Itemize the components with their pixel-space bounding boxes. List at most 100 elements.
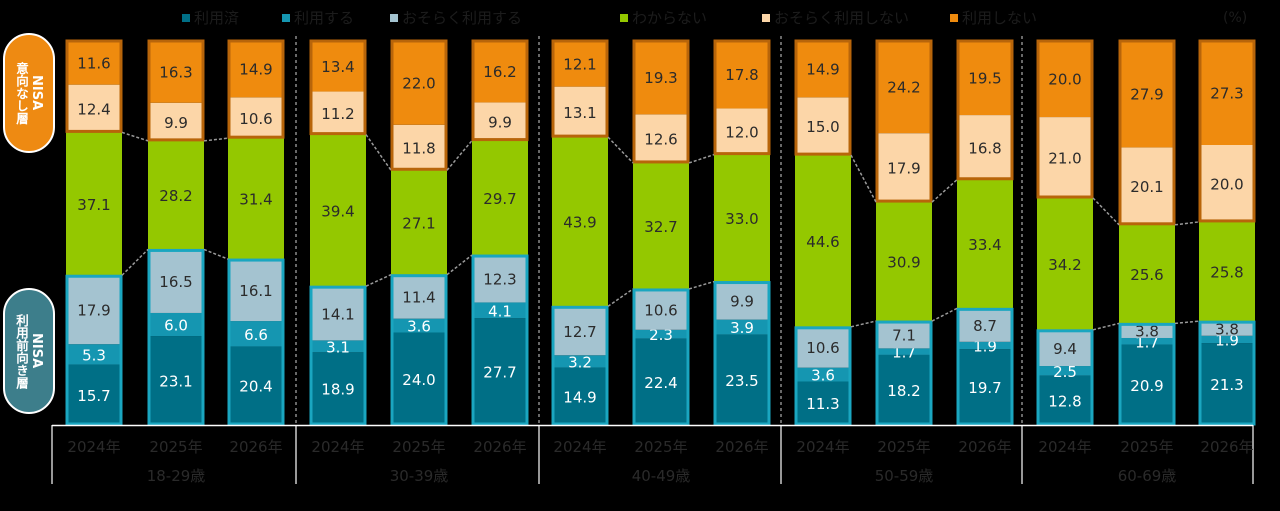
bar-segment-will_use (1119, 337, 1175, 345)
bar-segment-unknown (228, 138, 284, 260)
connector-line-no-intent (203, 137, 229, 142)
data-label: 3.8 (1135, 323, 1159, 341)
bar-segment-maybe_not (1119, 147, 1175, 225)
bar-segment-maybe_not (876, 133, 932, 203)
positive-group-outline (390, 274, 448, 426)
data-label: 12.6 (644, 131, 677, 149)
x-tick-label-year: 2025年 (877, 438, 931, 456)
bar-segment-used (66, 364, 122, 425)
data-label: 16.8 (968, 139, 1001, 157)
x-tick-label-year: 2025年 (392, 438, 446, 456)
data-label: 16.3 (159, 63, 192, 81)
connector-line-no-intent (1174, 221, 1200, 226)
no-intent-group-outline (551, 39, 609, 138)
bar-segment-will_use (714, 319, 770, 335)
bar-segment-maybe_use (1119, 323, 1175, 338)
bar-segment-maybe_not (228, 97, 284, 139)
data-label: 33.4 (968, 236, 1001, 254)
data-label: 20.4 (239, 378, 272, 396)
positive-group-outline (875, 320, 933, 426)
bar-segment-not_use (633, 40, 689, 115)
legend-label: おそらく利用しない (774, 9, 910, 27)
data-label: 3.1 (326, 338, 350, 356)
data-label: 24.2 (887, 79, 920, 97)
data-label: 13.4 (321, 58, 354, 76)
bar-segment-not_use (1199, 40, 1255, 145)
data-label: 11.8 (402, 140, 435, 158)
data-label: 27.7 (483, 364, 516, 382)
x-tick-label-year: 2025年 (634, 438, 688, 456)
data-label: 14.9 (806, 61, 839, 79)
data-label: 21.0 (1048, 150, 1081, 168)
legend-item-not-use: 利用しない (950, 8, 1037, 28)
bar-segment-maybe_not (310, 91, 366, 135)
side-label-positive-title: NISA (29, 333, 44, 369)
data-label: 20.0 (1210, 175, 1243, 193)
bar-segment-unknown (310, 134, 366, 287)
data-label: 12.4 (77, 101, 110, 119)
data-label: 12.7 (563, 323, 596, 341)
connector-line-no-intent (121, 131, 149, 142)
bar-segment-maybe_not (633, 114, 689, 163)
bar-segment-will_use (957, 341, 1013, 350)
bar-segment-used (1037, 375, 1093, 425)
data-label: 22.0 (402, 74, 435, 92)
connector-line-no-intent (446, 140, 473, 171)
x-tick-label-year: 2024年 (553, 438, 607, 456)
data-label: 32.7 (644, 218, 677, 236)
unit-label: (%) (1223, 10, 1248, 26)
data-label: 37.1 (77, 196, 110, 214)
data-label: 9.4 (1053, 340, 1077, 358)
bar-segment-unknown (391, 170, 447, 275)
data-label: 1.9 (973, 337, 997, 355)
connector-line-no-intent (365, 134, 392, 171)
bar-segment-will_use (148, 312, 204, 337)
data-label: 1.9 (1215, 331, 1239, 349)
bar-segment-used (795, 381, 851, 425)
bar-segment-unknown (66, 132, 122, 276)
side-label-positive-sub: 利用前向き層 (14, 313, 29, 389)
bar-segment-will_use (1037, 366, 1093, 376)
x-tick-label-year: 2025年 (1120, 438, 1174, 456)
legend-label: 利用済 (194, 9, 240, 27)
bar-segment-maybe_use (1199, 321, 1255, 336)
bar-segment-maybe_use (957, 308, 1013, 342)
bar-segment-unknown (472, 140, 528, 256)
no-intent-group-outline (713, 39, 771, 156)
chart-legend: 利用済 利用する おそらく利用する わからない おそらく利用しない 利用しない (0, 8, 1280, 28)
bar-segment-unknown (795, 155, 851, 327)
x-tick-label-year: 2026年 (1200, 438, 1254, 456)
data-label: 39.4 (321, 202, 354, 220)
data-label: 44.6 (806, 233, 839, 251)
data-label: 28.2 (159, 187, 192, 205)
bar-segment-used (1119, 344, 1175, 425)
data-label: 16.1 (239, 282, 272, 300)
positive-group-outline (1118, 322, 1176, 426)
x-tick-label-year: 2025年 (149, 438, 203, 456)
data-label: 4.1 (488, 302, 512, 320)
bar-segment-used (1199, 343, 1255, 425)
data-label: 14.1 (321, 305, 354, 323)
bar-segment-maybe_use (1037, 329, 1093, 367)
data-label: 11.4 (402, 289, 435, 307)
bar-segment-maybe_use (795, 326, 851, 368)
bar-segment-will_use (391, 318, 447, 333)
bar-segment-not_use (795, 40, 851, 98)
data-label: 19.3 (644, 69, 677, 87)
data-label: 20.1 (1130, 178, 1163, 196)
data-label: 17.9 (887, 160, 920, 178)
x-tick-label-year: 2024年 (67, 438, 121, 456)
data-label: 11.2 (321, 105, 354, 123)
data-label: 2.5 (1053, 363, 1077, 381)
x-tick-label-year: 2024年 (311, 438, 365, 456)
legend-swatch-unknown (620, 13, 628, 22)
x-group-label-age: 30-39歳 (389, 467, 449, 485)
data-label: 12.0 (725, 124, 758, 142)
bar-segment-maybe_not (795, 97, 851, 156)
bar-segment-will_use (1199, 335, 1255, 344)
positive-group-outline (632, 288, 690, 426)
connector-line-positive (607, 288, 634, 307)
data-label: 9.9 (730, 293, 754, 311)
data-label: 19.5 (968, 70, 1001, 88)
data-label: 16.5 (159, 273, 192, 291)
